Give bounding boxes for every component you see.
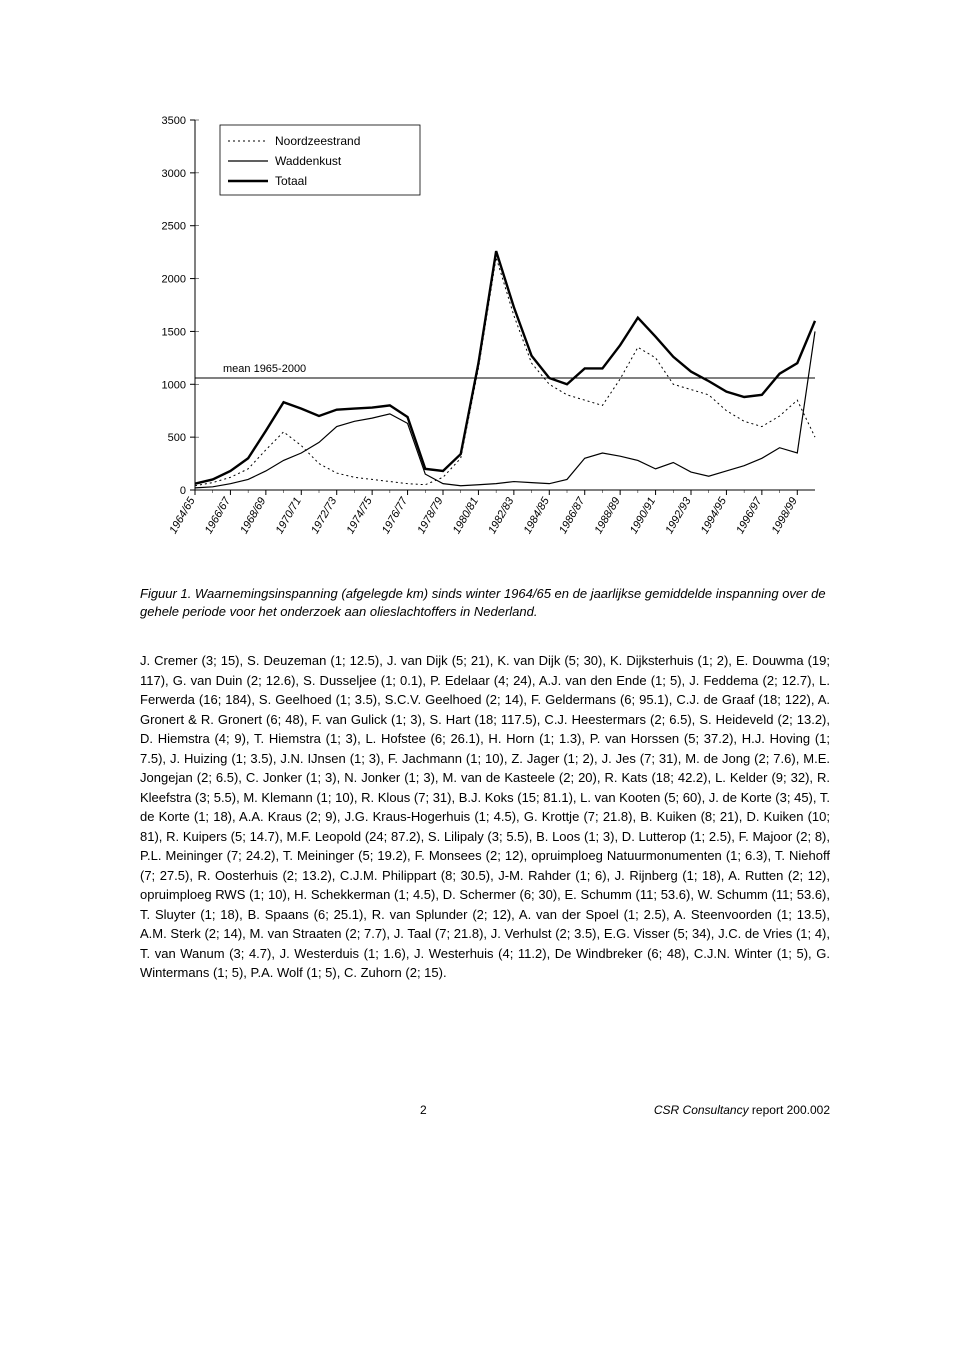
svg-text:3500: 3500 xyxy=(162,115,186,127)
svg-text:Totaal: Totaal xyxy=(275,174,307,188)
svg-text:1996/97: 1996/97 xyxy=(734,495,765,536)
svg-text:1970/71: 1970/71 xyxy=(274,496,304,536)
svg-text:3000: 3000 xyxy=(162,168,186,180)
svg-text:1974/75: 1974/75 xyxy=(344,495,375,536)
svg-text:2500: 2500 xyxy=(162,221,186,233)
svg-text:1500: 1500 xyxy=(162,326,186,338)
svg-text:0: 0 xyxy=(180,485,186,497)
svg-text:1966/67: 1966/67 xyxy=(203,495,234,536)
body-text: J. Cremer (3; 15), S. Deuzeman (1; 12.5)… xyxy=(140,651,830,983)
svg-text:1972/73: 1972/73 xyxy=(309,495,340,536)
svg-text:2000: 2000 xyxy=(162,274,186,286)
svg-text:1968/69: 1968/69 xyxy=(238,496,268,536)
svg-text:1000: 1000 xyxy=(162,379,186,391)
page-footer: 2 CSR Consultancy report 200.002 xyxy=(140,1103,830,1117)
svg-text:1990/91: 1990/91 xyxy=(628,496,658,536)
page-number: 2 xyxy=(420,1103,427,1117)
svg-text:1992/93: 1992/93 xyxy=(663,495,694,536)
svg-text:1964/65: 1964/65 xyxy=(167,495,198,536)
svg-text:mean 1965-2000: mean 1965-2000 xyxy=(223,363,306,375)
line-chart: 0 500 1000 1500 2000 2500 3000 3500 1964/651966/… xyxy=(140,110,830,545)
svg-text:1986/87: 1986/87 xyxy=(557,495,588,536)
svg-text:Waddenkust: Waddenkust xyxy=(275,154,342,168)
report-label: CSR Consultancy report 200.002 xyxy=(654,1103,830,1117)
svg-text:1998/99: 1998/99 xyxy=(770,496,800,536)
svg-text:1994/95: 1994/95 xyxy=(699,495,730,536)
svg-text:1978/79: 1978/79 xyxy=(415,496,445,536)
svg-text:1984/85: 1984/85 xyxy=(522,495,553,536)
figure-caption: Figuur 1. Waarnemingsinspanning (afgeleg… xyxy=(140,585,830,621)
svg-text:1982/83: 1982/83 xyxy=(486,495,517,536)
svg-text:Noordzeestrand: Noordzeestrand xyxy=(275,134,360,148)
svg-text:1988/89: 1988/89 xyxy=(592,495,622,535)
svg-text:1976/77: 1976/77 xyxy=(380,495,411,536)
svg-text:1980/81: 1980/81 xyxy=(451,496,481,536)
svg-text:500: 500 xyxy=(168,432,186,444)
